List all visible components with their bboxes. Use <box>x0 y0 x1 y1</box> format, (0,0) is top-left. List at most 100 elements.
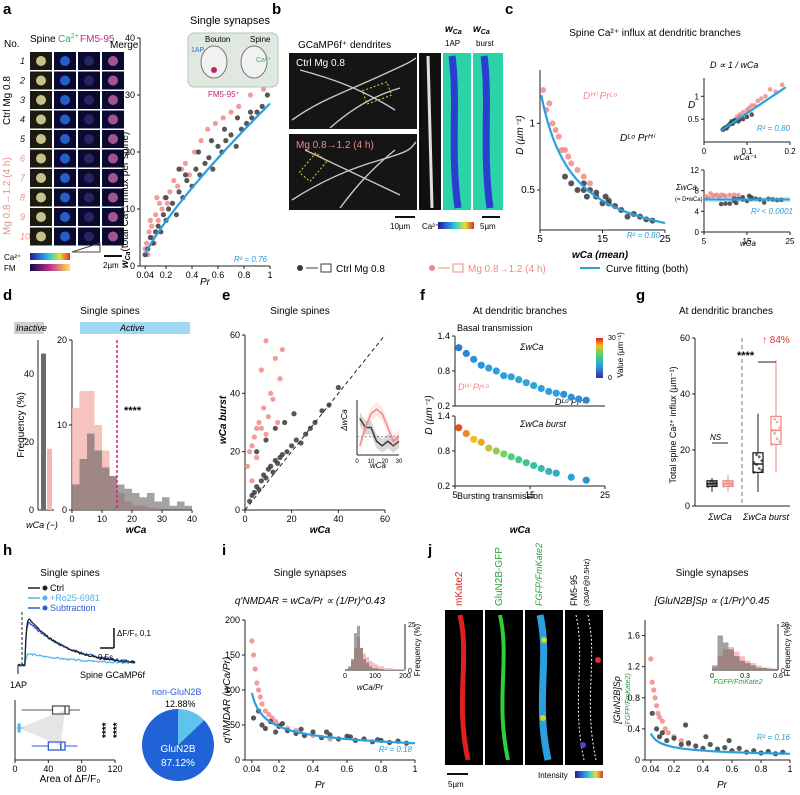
a-point-ctrl <box>208 138 215 144</box>
a-row-number: 10 <box>20 232 30 242</box>
j-point-mg <box>665 730 671 736</box>
a-thumbnail-spot <box>60 114 70 125</box>
j-point-ctrl <box>654 726 660 732</box>
d-bar-ctrl <box>147 493 155 510</box>
g-y-tick-label: 20 <box>680 445 690 455</box>
panel-d: Single spines Inactive Active Frequency … <box>14 306 197 536</box>
a-row-number: 5 <box>20 134 26 144</box>
b-col2-header: wCa <box>473 24 490 36</box>
panel-b-images: GCaMP6f⁺ dendrites Ctrl Mg 0.8 Mg 0.8→1.… <box>289 24 503 231</box>
e-point-ctrl <box>256 486 262 493</box>
j-xlabel: Pr <box>717 780 728 791</box>
f-point-basal <box>485 364 493 372</box>
i-inset-bar-ctrl <box>357 625 360 670</box>
c1-y-tick-label: 1 <box>695 92 700 101</box>
b-mg-label: Mg 0.8→1.2 (4 h) <box>296 140 374 151</box>
a-point-ctrl <box>223 138 229 144</box>
j-y-tick-label: 1.6 <box>627 631 640 641</box>
i-inset-y-tick-label: 0 <box>408 668 412 675</box>
panel-label-g: g <box>636 287 645 304</box>
i-inset-bar-mg <box>372 662 375 670</box>
j-point-ctrl <box>693 743 699 749</box>
c-point-ctrl <box>574 187 581 193</box>
d-bar-ctrl <box>139 497 147 510</box>
j-inset-bar-ctrl <box>734 656 740 670</box>
g-point <box>773 417 776 421</box>
a-thumbnail-spot <box>36 114 46 125</box>
j-point-ctrl <box>703 734 709 740</box>
e-point-ctrl <box>258 478 264 484</box>
a-thumbnail-spot <box>60 231 70 242</box>
i-point-mg <box>249 638 255 644</box>
i-x-tick-label: 0.8 <box>375 764 388 774</box>
g-title: At dendritic branches <box>679 306 773 317</box>
panel-labels: a b c d e f g h i j <box>3 1 645 559</box>
e-point-mg <box>247 449 253 455</box>
d-y-tick-label: 20 <box>57 335 67 345</box>
e-point-ctrl <box>293 437 299 443</box>
legend-ctrl-dot <box>297 265 303 271</box>
a-point-mg <box>146 229 152 235</box>
e-point-mg <box>256 419 262 426</box>
c-xlabel: wCa (mean) <box>572 250 629 261</box>
j-point-ctrl <box>649 710 655 716</box>
f-bottom-y-tick-label: 0.8 <box>437 446 450 456</box>
c1-point <box>763 93 768 99</box>
a-r2: R² = 0.76 <box>234 255 268 264</box>
h-pie-slice-glun2b <box>142 709 215 781</box>
f-point-burst <box>582 476 590 484</box>
j-inset-x-tick-label: 0.3 <box>740 673 750 680</box>
a-thumbnail-spot <box>108 114 118 125</box>
d-xlabel: wCa <box>126 525 147 536</box>
b-wcaburst-dendrite <box>480 55 494 209</box>
e-point-mg <box>279 346 285 353</box>
e-inset-x-tick-label: 20 <box>382 459 389 465</box>
a-point-ctrl <box>195 149 202 155</box>
i-point-mg <box>256 687 262 693</box>
a-y-tick-label: 40 <box>125 33 135 43</box>
j-fm-outline-2 <box>587 614 597 761</box>
c2-point <box>733 200 739 206</box>
a-thumbnail-spot <box>108 231 118 242</box>
c2-point <box>749 194 754 200</box>
j-fit-curve <box>649 732 791 755</box>
c-x-tick-label: 5 <box>537 234 543 245</box>
d-title: Single spines <box>80 306 139 317</box>
h-pie-glu-label: GluN2B <box>160 744 195 755</box>
j-x-tick-label: 0.6 <box>726 764 739 774</box>
f-top-y-tick-label: 0.2 <box>437 401 450 411</box>
a-thumbnail-spot <box>108 56 118 66</box>
legend-mg-box <box>452 263 464 273</box>
f-point-burst <box>537 464 545 473</box>
f-top-y-tick-label: 0.8 <box>437 366 450 376</box>
f-top-label: Basal transmission <box>457 323 533 333</box>
c-y-tick-label: 1 <box>529 118 535 129</box>
d-bar-inactive-ctrl <box>41 353 46 510</box>
c-title: Spine Ca²⁺ influx at dendritic branches <box>569 28 740 39</box>
g-sig: **** <box>737 350 755 362</box>
d-bar-ctrl <box>72 484 80 510</box>
i-inset-bar-ctrl <box>381 669 384 670</box>
b-col1-label: 1AP <box>445 39 460 48</box>
a-title: Single synapses <box>190 15 271 27</box>
i-point-mg <box>254 680 260 686</box>
i-inset-bar-mg <box>369 660 372 670</box>
a-point-mg <box>205 126 211 132</box>
b-colorbar <box>438 222 474 229</box>
f-point-burst <box>462 429 470 438</box>
g-point <box>752 471 756 474</box>
i-inset-bar-ctrl <box>378 669 381 670</box>
e-ylabel: wCa burst <box>218 395 229 444</box>
i-inset-bar-mg <box>399 669 402 670</box>
h-scale-y: ΔF/F₀ 0.1 <box>117 629 152 638</box>
h-leg-ro: +Ro25-6981 <box>50 593 100 603</box>
i-inset-y-tick-label: 25 <box>408 622 416 629</box>
c-inset1-formula: D ∝ 1 / wCa <box>710 60 758 70</box>
j-ratio-hotspot-1 <box>541 637 547 643</box>
a-thumbnail-spot <box>108 95 118 105</box>
c1-point <box>740 109 746 115</box>
g-y-tick-label: 0 <box>685 501 690 511</box>
e-point-ctrl <box>272 425 278 431</box>
a-point-mg <box>143 240 150 246</box>
i-y-tick-label: 0 <box>235 755 240 765</box>
